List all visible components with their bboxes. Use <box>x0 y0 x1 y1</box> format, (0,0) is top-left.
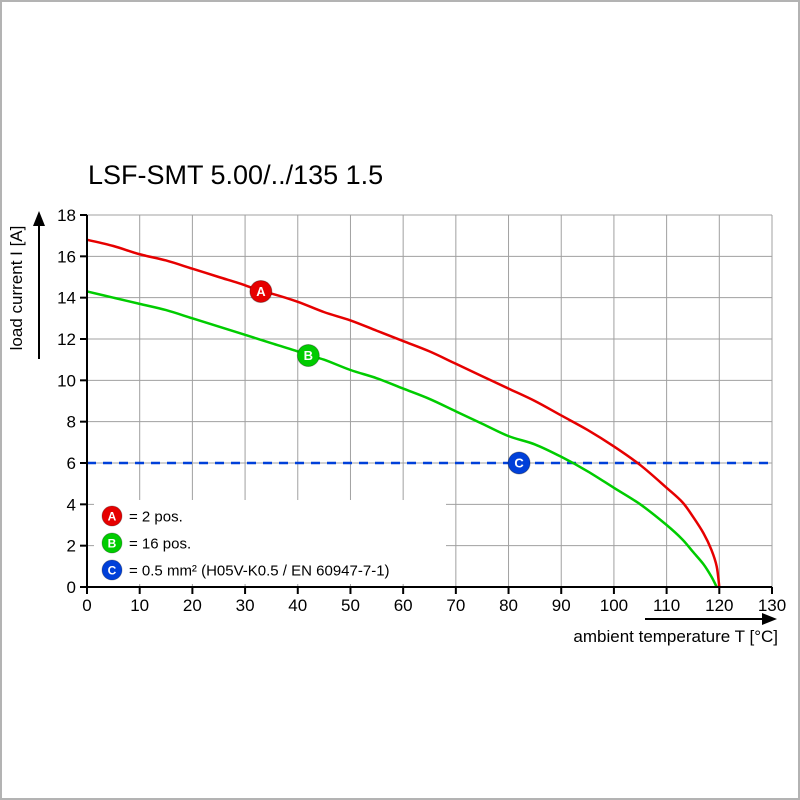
x-tick-label: 50 <box>341 596 360 615</box>
legend-box <box>94 500 446 584</box>
x-axis-label: ambient temperature T [°C] <box>573 627 778 646</box>
y-tick-label: 6 <box>67 454 76 473</box>
legend-marker-letter-B: B <box>108 537 117 551</box>
y-tick-label: 14 <box>57 289 76 308</box>
x-tick-label: 30 <box>236 596 255 615</box>
series-markers: A B C <box>249 279 531 475</box>
x-tick-label: 80 <box>499 596 518 615</box>
tick-labels: 0 10 20 30 40 50 60 70 80 90 100 110 120 130 0 2 4 6 8 10 12… <box>57 206 786 615</box>
x-tick-label: 70 <box>446 596 465 615</box>
axis-arrows <box>33 211 777 625</box>
legend-row: A = 2 pos. <box>101 505 183 527</box>
legend: A = 2 pos. B = 16 pos. C = 0.5 mm² (H05V-K0.5… <box>94 500 446 584</box>
curves <box>86 238 772 588</box>
x-tick-label: 100 <box>600 596 628 615</box>
marker-letter-B: B <box>304 348 313 363</box>
y-axis-label: load current I [A] <box>7 226 26 351</box>
y-tick-label: 10 <box>57 371 76 390</box>
y-tick-label: 4 <box>67 495 76 514</box>
curve-B <box>86 290 718 588</box>
marker-B-icon <box>296 344 320 368</box>
chart-title: LSF-SMT 5.00/../135 1.5 <box>88 160 384 190</box>
marker-letter-C: C <box>514 456 524 471</box>
x-tick-label: 20 <box>183 596 202 615</box>
marker-C-icon <box>507 451 531 475</box>
y-tick-label: 2 <box>67 537 76 556</box>
y-tick-label: 16 <box>57 247 76 266</box>
x-tick-label: 0 <box>82 596 91 615</box>
axis-labels: ambient temperature T [°C] load current I… <box>7 226 778 646</box>
y-axis-arrow-icon <box>33 211 45 226</box>
x-tick-label: 130 <box>758 596 786 615</box>
x-tick-label: 10 <box>130 596 149 615</box>
curve-A <box>86 238 721 588</box>
y-tick-label: 8 <box>67 413 76 432</box>
x-tick-label: 120 <box>705 596 733 615</box>
legend-label-B: = 16 pos. <box>129 536 191 553</box>
legend-label-A: = 2 pos. <box>129 509 183 526</box>
x-tick-label: 90 <box>552 596 571 615</box>
legend-marker-A-icon <box>101 505 123 527</box>
y-tick-label: 12 <box>57 330 76 349</box>
x-tick-label: 110 <box>653 596 680 615</box>
legend-row: B = 16 pos. <box>101 532 191 554</box>
x-tick-label: 40 <box>288 596 307 615</box>
legend-label-C: = 0.5 mm² (H05V-K0.5 / EN 60947-7-1) <box>129 563 390 580</box>
y-tick-label: 0 <box>67 578 76 597</box>
legend-marker-letter-A: A <box>108 510 117 524</box>
legend-marker-letter-C: C <box>108 564 117 578</box>
legend-marker-C-icon <box>101 559 123 581</box>
x-tick-label: 60 <box>394 596 413 615</box>
axes <box>80 214 773 594</box>
legend-marker-B-icon <box>101 532 123 554</box>
legend-row: C = 0.5 mm² (H05V-K0.5 / EN 60947-7-1) <box>101 559 390 581</box>
x-axis-arrow-icon <box>762 613 777 625</box>
y-tick-label: 18 <box>57 206 76 225</box>
marker-A-icon <box>249 279 273 303</box>
marker-letter-A: A <box>256 284 266 299</box>
